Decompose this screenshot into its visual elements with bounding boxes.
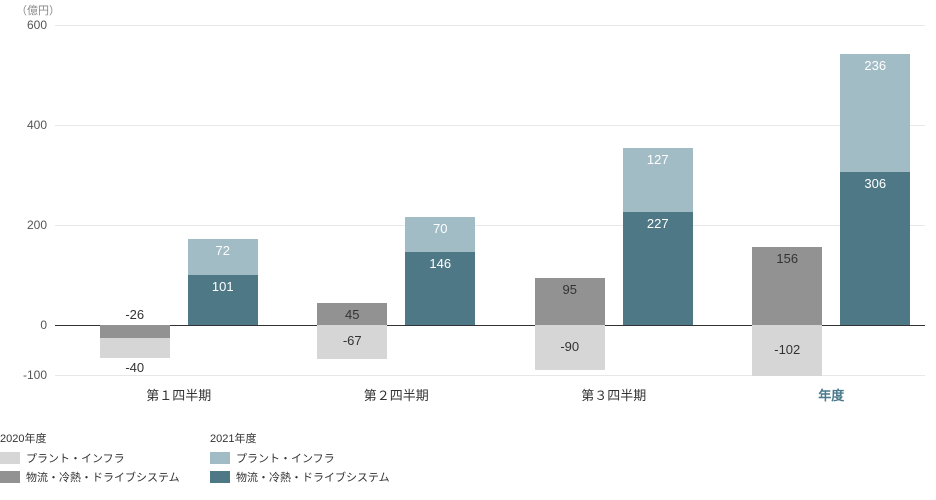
category-label: 第１四半期 [100, 385, 258, 404]
bar-value-label: 306 [840, 176, 910, 191]
legend-item-2021-plant: プラント・インフラ [210, 450, 390, 466]
bar-value-label: 70 [405, 221, 475, 236]
y-tick-label: -100 [23, 368, 47, 382]
legend-label-2021-logi: 物流・冷熱・ドライブシステム [236, 469, 390, 485]
bar-fy2020_plant [100, 338, 170, 358]
legend-year-2021: 2021年度 [210, 430, 390, 446]
bar-value-label: -67 [317, 333, 387, 348]
legend-col-2021: 2021年度 プラント・インフラ 物流・冷熱・ドライブシステム [210, 430, 390, 488]
legend-item-2021-logi: 物流・冷熱・ドライブシステム [210, 469, 390, 485]
y-tick-label: 0 [40, 318, 47, 332]
category-label: 第２四半期 [317, 385, 475, 404]
gridline [55, 25, 925, 26]
legend-year-2020: 2020年度 [0, 430, 180, 446]
plot: -1000200400600-26-401017245-671467095-90… [55, 25, 925, 375]
legend-col-2020: 2020年度 プラント・インフラ 物流・冷熱・ドライブシステム [0, 430, 180, 488]
bar-value-label: -26 [100, 307, 170, 322]
y-tick-label: 200 [27, 218, 47, 232]
bar-fy2020_logi [100, 325, 170, 338]
swatch-2021-logi [210, 471, 230, 483]
legend-item-2020-plant: プラント・インフラ [0, 450, 180, 466]
bar-value-label: -102 [752, 342, 822, 357]
y-tick-label: 400 [27, 118, 47, 132]
legend-label-2021-plant: プラント・インフラ [236, 450, 335, 466]
bar-fy2021_logi [840, 172, 910, 325]
bar-value-label: 236 [840, 58, 910, 73]
y-unit-label: （億円） [16, 2, 60, 18]
gridline [55, 225, 925, 226]
swatch-2020-plant [0, 452, 20, 464]
bar-value-label: 156 [752, 251, 822, 266]
bar-value-label: -90 [535, 339, 605, 354]
bar-value-label: 95 [535, 282, 605, 297]
chart-area: -1000200400600-26-401017245-671467095-90… [55, 10, 925, 410]
gridline [55, 125, 925, 126]
bar-value-label: 127 [623, 152, 693, 167]
legend-label-2020-plant: プラント・インフラ [26, 450, 125, 466]
bar-value-label: 45 [317, 307, 387, 322]
bar-value-label: 227 [623, 216, 693, 231]
legend-item-2020-logi: 物流・冷熱・ドライブシステム [0, 469, 180, 485]
legend-label-2020-logi: 物流・冷熱・ドライブシステム [26, 469, 180, 485]
bar-value-label: 72 [188, 243, 258, 258]
bar-value-label: 101 [188, 279, 258, 294]
swatch-2020-logi [0, 471, 20, 483]
category-label: 年度 [752, 385, 910, 404]
category-label: 第３四半期 [535, 385, 693, 404]
bar-value-label: 146 [405, 256, 475, 271]
y-tick-label: 600 [27, 18, 47, 32]
bar-value-label: -40 [100, 360, 170, 375]
swatch-2021-plant [210, 452, 230, 464]
